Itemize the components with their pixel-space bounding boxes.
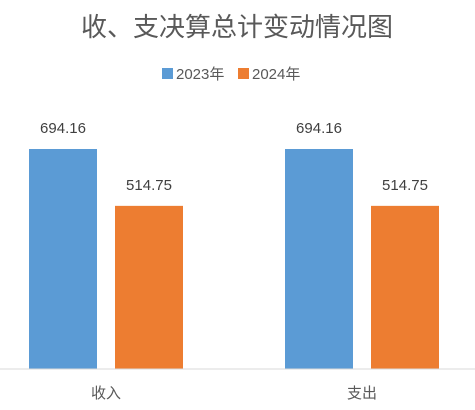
legend-label-1: 2023年 <box>176 66 224 83</box>
legend-swatch-1 <box>162 68 173 79</box>
category-labels: 收入 支出 <box>91 384 377 402</box>
chart-legend: 2023年 2024年 <box>162 66 300 83</box>
data-label-1-1: 694.16 <box>40 120 86 137</box>
chart-title: 收、支决算总计变动情况图 <box>81 13 393 43</box>
category-label-2: 支出 <box>347 384 377 402</box>
bar-group <box>29 149 439 369</box>
data-label-2-1: 694.16 <box>296 120 342 137</box>
bar-2-1 <box>285 149 353 369</box>
data-label-group: 694.16 514.75 694.16 514.75 <box>40 120 428 194</box>
data-label-2-2: 514.75 <box>382 177 428 194</box>
category-label-1: 收入 <box>91 384 121 402</box>
data-label-1-2: 514.75 <box>126 177 172 194</box>
bar-1-2 <box>115 205 183 369</box>
legend-swatch-2 <box>238 68 249 79</box>
bar-1-1 <box>29 149 97 369</box>
legend-label-2: 2024年 <box>252 66 300 83</box>
bar-2-2 <box>371 205 439 369</box>
